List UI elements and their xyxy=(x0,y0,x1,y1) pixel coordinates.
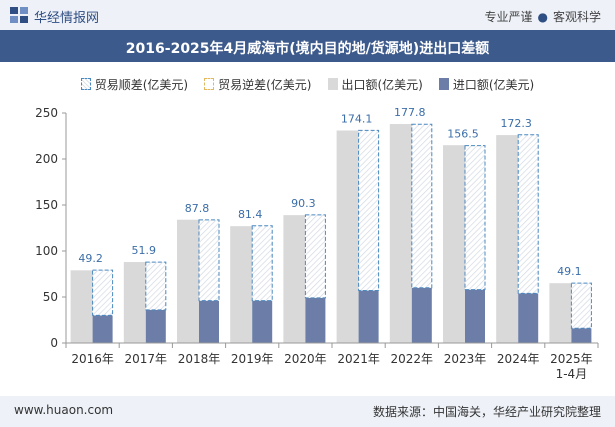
import-bar xyxy=(571,328,592,343)
footer-bar xyxy=(0,396,615,427)
data-source: 数据来源：中国海关，华经产业研究院整理 xyxy=(372,405,601,419)
surplus-bar xyxy=(517,134,539,294)
export-bar xyxy=(549,283,572,343)
y-tick-label: 150 xyxy=(35,198,58,212)
export-bar xyxy=(230,226,253,343)
import-bar xyxy=(465,289,485,343)
import-bar xyxy=(305,297,326,343)
legend-swatch-surplus xyxy=(80,78,91,90)
x-tick-label: 2021年 xyxy=(337,352,380,366)
import-bar xyxy=(199,300,219,343)
import-bar xyxy=(411,287,432,343)
x-tick-label: 2025年 xyxy=(550,352,593,366)
y-tick-label: 0 xyxy=(50,336,58,350)
bar-group: 174.1 xyxy=(336,112,380,343)
tagline-objective: 客观科学 xyxy=(552,10,601,24)
export-bar xyxy=(336,130,359,343)
bar-group: 51.9 xyxy=(123,244,167,343)
bar-group: 90.3 xyxy=(283,197,326,343)
surplus-bar xyxy=(92,269,114,316)
surplus-value-label: 87.8 xyxy=(185,202,210,215)
x-tick-label: 2023年 xyxy=(444,352,487,366)
surplus-value-label: 172.3 xyxy=(500,117,532,130)
y-tick-label: 200 xyxy=(35,152,58,166)
surplus-value-label: 156.5 xyxy=(447,128,479,141)
x-tick-label: 2019年 xyxy=(231,352,274,366)
surplus-value-label: 51.9 xyxy=(132,244,157,257)
x-tick-label: 2016年 xyxy=(71,352,114,366)
surplus-bar xyxy=(358,129,380,292)
surplus-bar xyxy=(570,282,592,329)
bar-group: 87.8 xyxy=(177,202,220,343)
trade-balance-chart: 0 50 100 150 200 250 49.2 51.9 87.8 81.4 90.3 174.… xyxy=(35,106,599,381)
surplus-bar xyxy=(411,123,433,289)
tagline: 专业严谨 ● 客观科学 xyxy=(484,8,601,25)
chart-title: 2016-2025年4月威海市(境内目的地/货源地)进出口差额 xyxy=(125,41,490,57)
y-tick-label: 250 xyxy=(35,106,58,120)
tagline-rigorous: 专业严谨 xyxy=(484,10,533,24)
legend-swatch-import xyxy=(438,78,449,90)
y-axis: 0 50 100 150 200 250 xyxy=(35,106,67,350)
surplus-bar xyxy=(198,219,220,302)
legend-swatch-deficit xyxy=(204,78,215,90)
surplus-value-label: 177.8 xyxy=(394,106,426,119)
export-bar xyxy=(177,219,199,343)
bar-group: 177.8 xyxy=(389,106,433,343)
import-bar xyxy=(92,315,113,343)
x-tick-label: 2024年 xyxy=(497,352,540,366)
bar-group: 156.5 xyxy=(443,128,486,343)
import-bar xyxy=(518,293,539,343)
surplus-value-label: 49.1 xyxy=(557,265,582,278)
export-bar xyxy=(70,270,93,343)
x-tick-label: 2020年 xyxy=(284,352,327,366)
legend-label-deficit: 贸易逆差(亿美元) xyxy=(218,77,312,92)
bar-group: 172.3 xyxy=(496,117,539,343)
separator-dot: ● xyxy=(537,10,548,24)
surplus-value-label: 49.2 xyxy=(78,252,103,265)
surplus-bar xyxy=(304,214,326,299)
legend-label-export: 出口额(亿美元) xyxy=(341,77,423,92)
bar-group: 49.1 xyxy=(549,265,592,343)
y-tick-label: 50 xyxy=(43,290,58,304)
x-axis: 2016年 2017年 2018年 2019年 2020年 2021年 2022年 2023年… xyxy=(65,342,599,381)
legend-import: 进口额(亿美元) xyxy=(438,75,535,93)
surplus-value-label: 90.3 xyxy=(291,197,316,210)
x-tick-label: 2022年 xyxy=(391,352,434,366)
export-bar xyxy=(123,262,146,343)
legend-label-surplus: 贸易顺差(亿美元) xyxy=(94,77,189,92)
import-bar xyxy=(252,300,273,343)
y-tick-label: 100 xyxy=(35,244,58,258)
huajing-logo-icon xyxy=(10,7,28,23)
export-bar xyxy=(443,145,465,343)
site-url: www.huaon.com xyxy=(14,403,114,417)
legend-export: 出口额(亿美元) xyxy=(327,75,423,93)
surplus-value-label: 174.1 xyxy=(341,112,373,125)
legend-label-import: 进口额(亿美元) xyxy=(452,77,535,92)
x-tick-label: 2018年 xyxy=(178,352,221,366)
bar-groups: 49.2 51.9 87.8 81.4 90.3 174.1 177.8 156.5 172.3… xyxy=(70,106,592,343)
bar-group: 81.4 xyxy=(230,208,273,343)
export-bar xyxy=(496,135,519,343)
legend: 贸易顺差(亿美元) 贸易逆差(亿美元) 出口额(亿美元) 进口额(亿美元) xyxy=(0,75,615,93)
import-bar xyxy=(145,309,166,343)
x-tick-label: 2017年 xyxy=(125,352,168,366)
bar-group: 49.2 xyxy=(70,252,114,343)
surplus-bar xyxy=(145,261,167,311)
surplus-bar xyxy=(251,225,273,302)
legend-deficit: 贸易逆差(亿美元) xyxy=(204,75,312,93)
export-bar xyxy=(389,124,412,343)
title-bar xyxy=(0,30,615,62)
legend-surplus: 贸易顺差(亿美元) xyxy=(80,75,189,93)
import-bar xyxy=(358,290,379,343)
surplus-bar xyxy=(464,145,486,291)
legend-swatch-export xyxy=(327,78,338,90)
surplus-value-label: 81.4 xyxy=(238,208,263,221)
brand-name: 华经情报网 xyxy=(34,11,100,26)
export-bar xyxy=(283,215,306,343)
x-tick-label: 1-4月 xyxy=(556,367,588,381)
header-bar: 华经情报网 专业严谨 ● 客观科学 xyxy=(0,0,615,30)
